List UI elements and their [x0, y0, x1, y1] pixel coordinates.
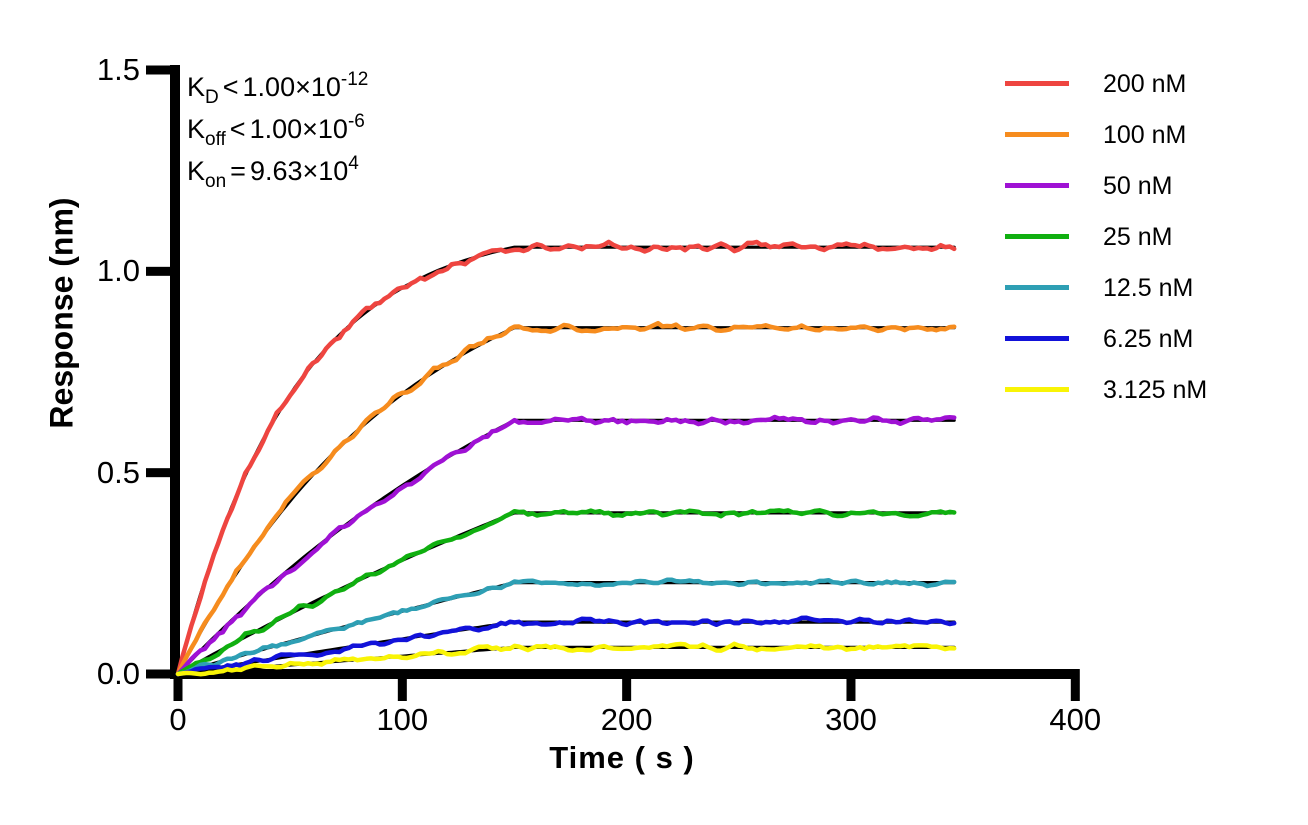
annotation-text: < [229, 114, 246, 144]
axes [146, 65, 1080, 701]
x-tick-label: 100 [376, 702, 429, 737]
kinetic-constant-line: KD <1.00×10-12 [187, 66, 368, 108]
data-curve-25nM [175, 508, 957, 677]
data-curve-3.125nM [175, 641, 957, 677]
data-curves [175, 239, 957, 677]
legend-label: 6.25 nM [1103, 324, 1194, 353]
annotation-text: K [187, 114, 206, 144]
data-curve-100nM [175, 320, 957, 677]
annotation-text: -6 [347, 111, 365, 132]
x-tick-mark [622, 679, 632, 701]
y-tick-label: 1.0 [96, 253, 140, 289]
legend-item: 200 nM [1005, 58, 1207, 109]
kinetic-constant-line: Kon = 9.63×104 [187, 150, 368, 192]
annotation-text: K [187, 72, 206, 102]
x-tick-mark [1070, 679, 1080, 701]
annotation-text: 1.00×10 [249, 114, 348, 144]
annotation-text: K [187, 156, 206, 186]
legend-item: 25 nM [1005, 211, 1207, 262]
fit-curve-50nM [176, 418, 956, 676]
data-curve-6.25nM [175, 615, 957, 677]
y-tick-label: 0.5 [96, 454, 140, 490]
y-tick-mark [146, 65, 170, 75]
annotation-text: < [222, 72, 239, 102]
y-tick-label: 0.0 [96, 656, 140, 691]
x-axis-title: Time ( s ) [549, 740, 695, 775]
x-tick-label: 200 [600, 702, 653, 737]
y-tick-mark [146, 468, 170, 478]
legend-item: 3.125 nM [1005, 364, 1207, 415]
annotation-text: D [205, 87, 219, 108]
kinetic-constant-line: Koff <1.00×10-6 [187, 108, 368, 150]
legend-line-swatch [1005, 132, 1069, 137]
x-tick-mark [173, 679, 183, 701]
x-axis-line [170, 669, 1080, 679]
annotation-text: 9.63×10 [249, 156, 349, 186]
data-curve-200nM [175, 239, 957, 677]
annotation-text: = [230, 156, 246, 186]
legend-label: 200 nM [1103, 69, 1187, 98]
annotation-text: 4 [348, 153, 359, 174]
y-tick-label: 1.5 [96, 52, 140, 87]
legend-label: 12.5 nM [1103, 273, 1194, 302]
legend-line-swatch [1005, 336, 1069, 341]
x-tick-label: 400 [1049, 702, 1102, 737]
y-tick-mark [146, 669, 170, 679]
y-axis-title: Response (nm) [43, 197, 80, 429]
annotation-text: -12 [340, 69, 369, 90]
legend-label: 100 nM [1103, 120, 1187, 149]
legend-line-swatch [1005, 234, 1069, 239]
annotation-text: on [205, 171, 227, 192]
data-curve-50nM [175, 414, 957, 677]
legend-item: 6.25 nM [1005, 313, 1207, 364]
annotation-text: off [205, 129, 226, 150]
data-curve-12.5nM [175, 577, 957, 677]
legend-item: 12.5 nM [1005, 262, 1207, 313]
legend-line-swatch [1005, 285, 1069, 290]
legend-line-swatch [1005, 81, 1069, 86]
legend-item: 100 nM [1005, 109, 1207, 160]
x-tick-mark [397, 679, 407, 701]
fit-curve-12.5nM [176, 581, 956, 676]
y-axis-line [170, 65, 180, 679]
x-tick-label: 0 [169, 702, 187, 737]
kinetic-constants-annotation: KD <1.00×10-12 Koff <1.00×10-6 Kon = 9.63×104 [187, 66, 368, 192]
legend-label: 50 nM [1103, 171, 1173, 200]
x-tick-label: 300 [825, 702, 877, 737]
legend-line-swatch [1005, 387, 1069, 392]
legend-line-swatch [1005, 183, 1069, 188]
annotation-text: 1.00×10 [242, 72, 341, 102]
legend-label: 3.125 nM [1103, 375, 1208, 404]
legend-item: 50 nM [1005, 160, 1207, 211]
y-tick-mark [146, 266, 170, 276]
x-tick-mark [846, 679, 856, 701]
legend: 200 nM 100 nM 50 nM 25 nM 12.5 nM 6.25 nM 3.12… [1005, 58, 1207, 415]
legend-label: 25 nM [1103, 222, 1173, 251]
